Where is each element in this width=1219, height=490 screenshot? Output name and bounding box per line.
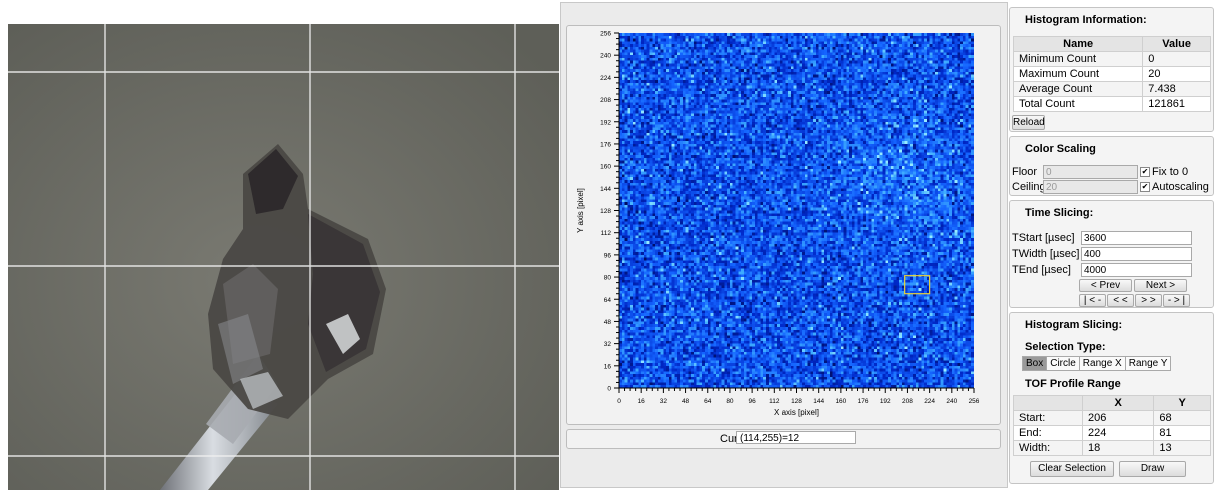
table-row: Maximum Count 20 — [1012, 66, 1211, 82]
selection-type-range-y[interactable]: Range Y — [1124, 356, 1172, 371]
column-header-x: X — [1081, 395, 1155, 411]
table-row: End: 224 81 — [1013, 425, 1211, 441]
color-scaling-title: Color Scaling — [1025, 143, 1096, 155]
table-row: Minimum Count 0 — [1012, 51, 1211, 67]
selection-type-box[interactable]: Box — [1022, 356, 1048, 371]
stat-name: Average Count — [1012, 81, 1144, 97]
stat-name: Minimum Count — [1012, 51, 1144, 67]
selection-type-label: Selection Type: — [1025, 341, 1106, 353]
table-row: Average Count 7.438 — [1012, 81, 1211, 97]
ceiling-label: Ceiling — [1012, 181, 1046, 193]
floor-label: Floor — [1012, 166, 1038, 178]
floor-field[interactable]: 0 — [1043, 165, 1138, 179]
autoscaling-label: Autoscaling — [1152, 181, 1209, 193]
range-row-label: Width: — [1013, 440, 1083, 456]
tend-field[interactable]: 4000 — [1081, 263, 1192, 277]
range-row-label: End: — [1013, 425, 1083, 441]
table-row: Total Count 121861 — [1012, 96, 1211, 112]
color-scaling-box: Color Scaling Floor 0 ✔ Fix to 0 Ceiling … — [1009, 136, 1214, 196]
table-row: Width: 18 13 — [1013, 440, 1211, 456]
tof-profile-range-table: X Y Start: 206 68 End: 224 81 Width: 18 … — [1013, 395, 1211, 456]
prev-button[interactable]: < Prev — [1079, 279, 1132, 292]
stat-value: 0 — [1142, 51, 1211, 67]
step-back-button[interactable]: < < — [1107, 294, 1134, 307]
table-row: Start: 206 68 — [1013, 410, 1211, 426]
stat-name: Total Count — [1012, 96, 1144, 112]
column-header-blank — [1013, 395, 1083, 411]
range-y-value: 68 — [1153, 410, 1211, 426]
crystal-sample-image — [8, 24, 559, 490]
checkbox-check-icon: ✔ — [1140, 167, 1150, 178]
step-forward-button[interactable]: > > — [1135, 294, 1162, 307]
tstart-label: TStart [µsec] — [1012, 232, 1075, 244]
clear-selection-button[interactable]: Clear Selection — [1030, 461, 1114, 477]
draw-button[interactable]: Draw — [1119, 461, 1186, 477]
time-slicing-box: Time Slicing: TStart [µsec] 3600 TWidth … — [1009, 200, 1214, 308]
range-x-value: 224 — [1081, 425, 1155, 441]
selection-type-circle[interactable]: Circle — [1046, 356, 1080, 371]
next-button[interactable]: Next > — [1134, 279, 1187, 292]
histogram-information-table: Name Value Minimum Count 0 Maximum Count… — [1012, 36, 1211, 112]
first-slice-button[interactable]: | < - — [1079, 294, 1106, 307]
photo-grid-lines — [8, 24, 559, 490]
reload-button[interactable]: Reload — [1012, 115, 1045, 130]
ceiling-field[interactable]: 20 — [1043, 180, 1138, 194]
histogram-slicing-title: Histogram Slicing: — [1025, 319, 1123, 331]
checkbox-check-icon: ✔ — [1140, 182, 1150, 193]
twidth-label: TWidth [µsec] — [1012, 248, 1080, 260]
neutron-histogram-heatmap[interactable] — [619, 33, 974, 388]
stat-value: 121861 — [1142, 96, 1211, 112]
range-row-label: Start: — [1013, 410, 1083, 426]
column-header-y: Y — [1153, 395, 1211, 411]
histogram-information-box: Histogram Information: Name Value Minimu… — [1009, 7, 1214, 132]
cursor-value-field: (114,255)=12 — [736, 431, 856, 444]
last-slice-button[interactable]: - > | — [1163, 294, 1190, 307]
range-x-value: 206 — [1081, 410, 1155, 426]
selection-type-group: Box Circle Range X Range Y — [1022, 356, 1172, 371]
stat-name: Maximum Count — [1012, 66, 1144, 82]
range-x-value: 18 — [1081, 440, 1155, 456]
histogram-information-title: Histogram Information: — [1025, 14, 1147, 26]
range-y-value: 13 — [1153, 440, 1211, 456]
fix-to-zero-checkbox[interactable]: ✔ Fix to 0 — [1140, 166, 1188, 178]
column-header-name: Name — [1012, 36, 1144, 52]
time-slicing-title: Time Slicing: — [1025, 207, 1094, 219]
sample-camera-photo — [8, 24, 559, 490]
tend-label: TEnd [µsec] — [1012, 264, 1071, 276]
column-header-value: Value — [1142, 36, 1211, 52]
tof-profile-range-label: TOF Profile Range — [1025, 378, 1121, 390]
histogram-slicing-box: Histogram Slicing: Selection Type: Box C… — [1009, 312, 1214, 484]
selection-type-range-x[interactable]: Range X — [1078, 356, 1126, 371]
autoscaling-checkbox[interactable]: ✔ Autoscaling — [1140, 181, 1209, 193]
fix-to-zero-label: Fix to 0 — [1152, 166, 1189, 178]
stat-value: 20 — [1142, 66, 1211, 82]
range-y-value: 81 — [1153, 425, 1211, 441]
stat-value: 7.438 — [1142, 81, 1211, 97]
twidth-field[interactable]: 400 — [1081, 247, 1192, 261]
tstart-field[interactable]: 3600 — [1081, 231, 1192, 245]
